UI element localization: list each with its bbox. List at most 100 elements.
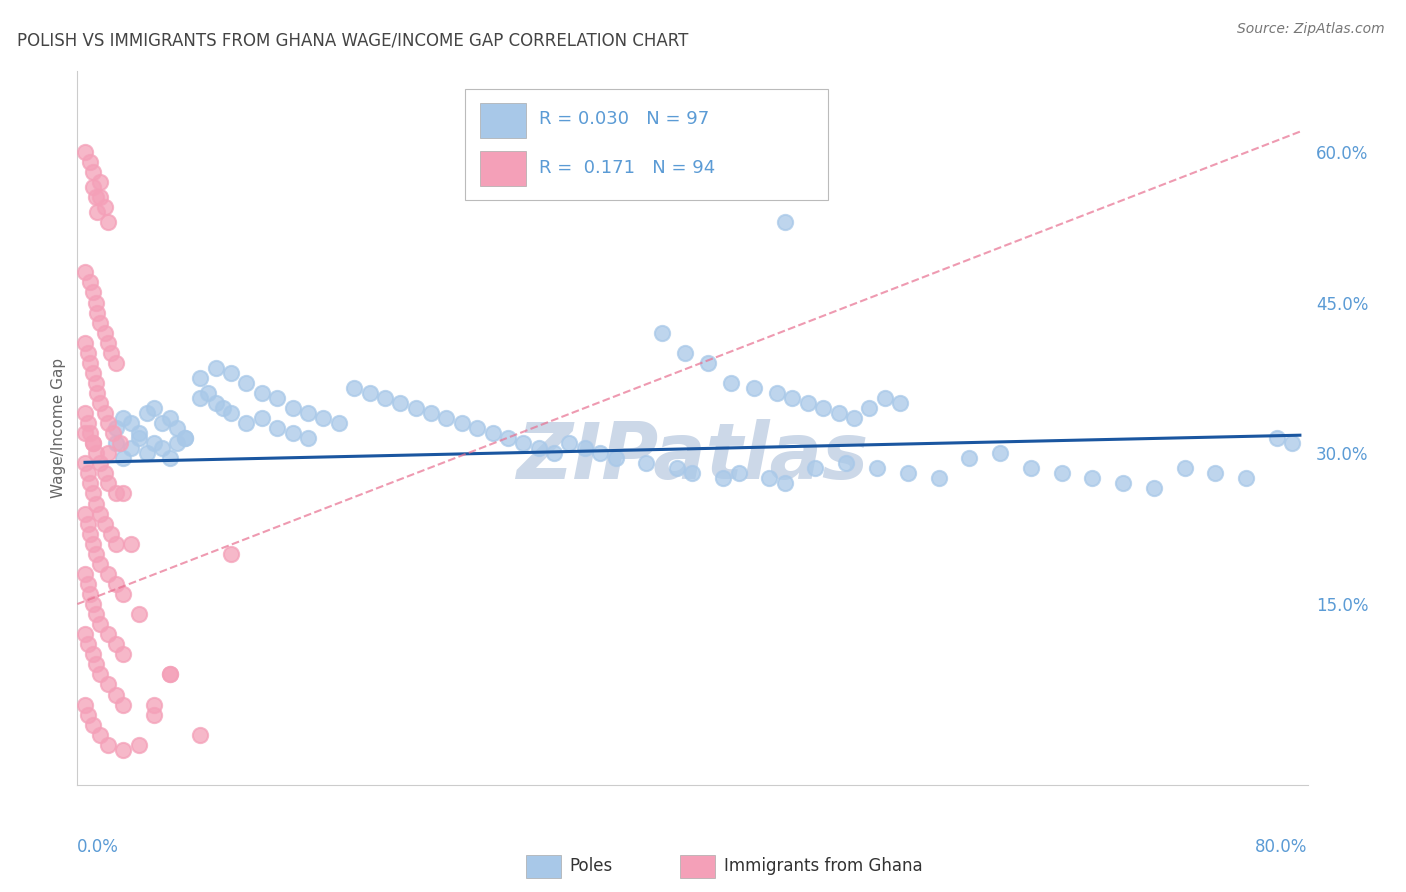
Point [84,376,107,390]
Point [159,451,181,466]
Point [143,436,166,450]
Point [174,431,197,445]
Point [297,406,319,420]
Point [174,431,197,445]
Point [873,391,896,405]
Point [343,381,366,395]
Point [897,467,920,481]
Point [782,391,804,405]
Point [84,446,107,460]
Point [120,537,142,551]
Text: R = 0.030   N = 97: R = 0.030 N = 97 [538,111,709,128]
FancyBboxPatch shape [465,89,828,200]
Point [312,411,335,425]
Point [128,738,150,752]
Point [89,316,111,330]
Point [359,386,381,401]
Point [79,426,101,441]
Point [73,406,96,420]
Point [73,265,96,279]
Point [1143,482,1166,496]
Point [82,436,104,450]
Point [150,442,173,456]
Text: R =  0.171   N = 94: R = 0.171 N = 94 [538,159,714,177]
Point [89,728,111,742]
Point [73,627,96,641]
Point [104,421,127,435]
Point [82,537,104,551]
Point [89,507,111,521]
Point [166,436,188,450]
Point [79,476,101,491]
Point [79,154,101,169]
Point [128,607,150,621]
Point [89,667,111,681]
Point [94,326,117,340]
Point [120,416,142,430]
Point [928,471,950,485]
Point [159,667,181,681]
Point [97,446,120,460]
Point [266,421,288,435]
Point [112,743,135,757]
Point [73,698,96,712]
Point [1112,476,1135,491]
Point [219,547,242,561]
Point [79,526,101,541]
Point [84,607,107,621]
Point [281,401,304,415]
Point [188,728,212,742]
Point [89,175,111,189]
Point [82,717,104,731]
Point [86,386,108,401]
Point [842,411,865,425]
Point [420,406,443,420]
Point [281,426,304,441]
Text: Source: ZipAtlas.com: Source: ZipAtlas.com [1237,22,1385,37]
Point [77,345,100,359]
Point [135,406,157,420]
Point [405,401,427,415]
Point [101,426,124,441]
Point [97,738,120,752]
Point [589,446,612,460]
Point [450,416,472,430]
Point [835,456,858,470]
Point [77,516,100,531]
Point [73,145,96,159]
Point [86,305,108,319]
Point [159,667,181,681]
Point [682,467,704,481]
Point [79,587,101,601]
Point [797,396,820,410]
Point [1019,461,1042,475]
Point [235,416,257,430]
Point [811,401,834,415]
Point [465,421,488,435]
Point [666,461,689,475]
Point [82,486,104,500]
Point [436,411,458,425]
Point [84,657,107,672]
Point [496,431,519,445]
Point [636,456,658,470]
Point [112,698,135,712]
Text: POLISH VS IMMIGRANTS FROM GHANA WAGE/INCOME GAP CORRELATION CHART: POLISH VS IMMIGRANTS FROM GHANA WAGE/INC… [17,31,689,49]
Point [73,507,96,521]
Point [77,577,100,591]
Point [82,597,104,611]
Point [204,396,226,410]
Point [696,356,718,370]
Point [1204,467,1226,481]
Point [89,190,111,204]
Text: Immigrants from Ghana: Immigrants from Ghana [724,856,924,874]
Point [988,446,1011,460]
Point [143,401,166,415]
Point [100,345,122,359]
Point [89,557,111,571]
Point [104,637,127,651]
Point [97,416,120,430]
Point [742,381,765,395]
Bar [526,855,561,878]
Point [77,416,100,430]
